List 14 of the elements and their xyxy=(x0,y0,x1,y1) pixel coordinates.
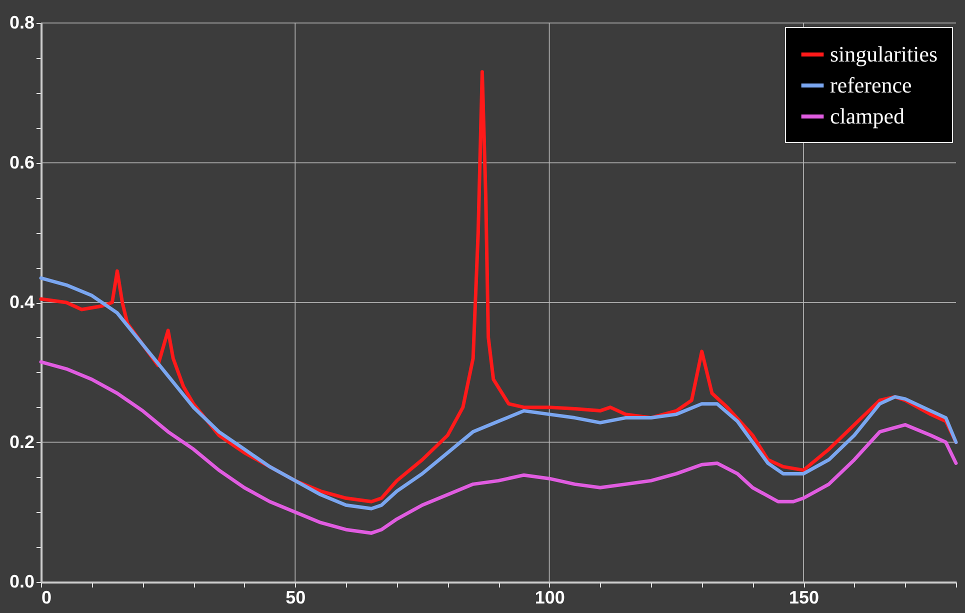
x-tick-label: 100 xyxy=(534,588,565,608)
y-tick-label: 0.2 xyxy=(9,432,34,452)
y-tick-label: 0.0 xyxy=(9,572,34,592)
legend-label: reference xyxy=(830,72,912,98)
y-tick-label: 0.6 xyxy=(9,152,34,172)
y-tick-label: 0.4 xyxy=(9,292,34,312)
x-tick-label: 50 xyxy=(286,588,306,608)
y-tick-label: 0.8 xyxy=(9,12,34,32)
x-tick-label: 0 xyxy=(42,588,52,608)
line-series xyxy=(39,360,958,535)
line-series xyxy=(39,276,958,510)
x-tick-label: 150 xyxy=(788,588,820,608)
legend-label: singularities xyxy=(830,42,938,66)
legend-label: clamped xyxy=(830,104,905,128)
